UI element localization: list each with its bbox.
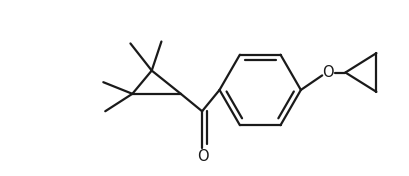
Text: O: O xyxy=(197,149,208,164)
Text: O: O xyxy=(321,65,333,80)
